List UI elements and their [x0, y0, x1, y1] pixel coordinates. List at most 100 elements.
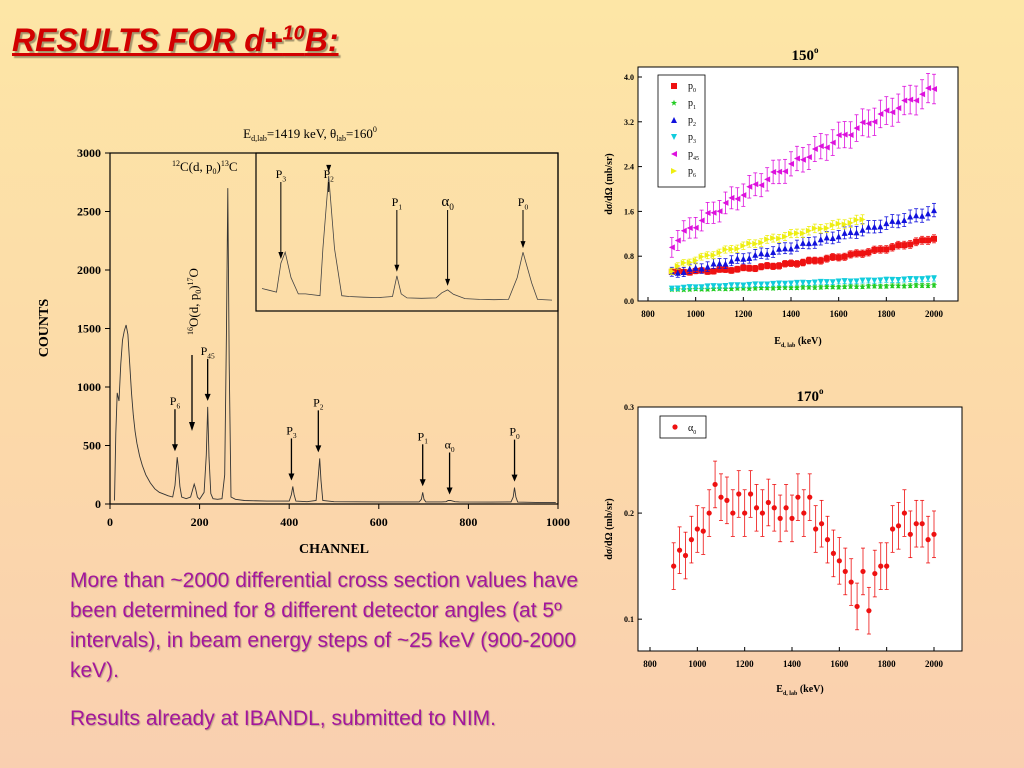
data-point: [835, 254, 842, 261]
spectrum-12C-label: 12C(d, p0)13C: [172, 159, 238, 176]
data-point: [692, 224, 699, 231]
data-point: [671, 563, 677, 569]
ytick-label: 0.0: [624, 297, 634, 306]
data-point: [807, 494, 813, 500]
data-point: [813, 526, 819, 532]
data-point: [865, 249, 872, 256]
series-p2: [668, 202, 937, 278]
data-point: [734, 195, 741, 202]
legend-marker: [671, 117, 677, 123]
data-point: [913, 238, 920, 245]
body-paragraph-2: Results already at IBANDL, submitted to …: [70, 707, 496, 730]
data-point: [752, 281, 759, 288]
data-point: [680, 259, 687, 266]
data-point: [913, 521, 919, 527]
spectrum-peak-arrowhead: [171, 444, 178, 452]
data-point: [853, 229, 860, 236]
data-point: [919, 521, 925, 527]
data-point: [930, 281, 938, 288]
spectrum-ylabel: COUNTS: [37, 299, 52, 358]
data-point: [805, 240, 812, 247]
ytick-label: 0.8: [624, 252, 634, 261]
data-point: [919, 237, 926, 244]
data-point: [776, 168, 783, 175]
spectrum-xtick-label: 1000: [546, 515, 570, 529]
data-point: [668, 268, 675, 275]
data-point: [829, 283, 836, 290]
spectrum-ytick-label: 2500: [77, 205, 101, 219]
data-point: [718, 494, 724, 500]
data-point: [740, 242, 747, 249]
data-point: [771, 505, 777, 511]
data-point: [704, 263, 711, 270]
spectrum-xtick-label: 800: [459, 515, 477, 529]
data-point: [823, 234, 830, 241]
data-point: [783, 505, 789, 511]
data-point: [883, 283, 890, 289]
spectrum-peak-arrowhead: [511, 474, 518, 482]
data-point: [716, 266, 723, 273]
data-point: [740, 264, 747, 271]
data-point: [805, 257, 812, 264]
data-point: [847, 283, 854, 290]
data-point: [799, 230, 806, 237]
spectrum-inset-line: [261, 175, 553, 301]
data-point: [889, 276, 896, 283]
spectrum-inset-label: P1: [392, 195, 403, 211]
ytick-label: 4.0: [624, 73, 634, 82]
data-point: [811, 257, 818, 264]
chart-title: 170o: [797, 386, 825, 405]
data-point: [686, 224, 693, 231]
legend-label: p3: [688, 132, 696, 145]
data-point: [878, 563, 884, 569]
data-point: [859, 216, 866, 223]
data-point: [853, 125, 860, 132]
data-point: [793, 284, 801, 291]
spectrum-inset-label: P0: [518, 195, 529, 211]
data-point: [736, 491, 742, 497]
data-point: [853, 283, 860, 290]
data-point: [765, 499, 771, 506]
data-point: [674, 269, 681, 276]
data-point: [686, 265, 693, 272]
data-point: [883, 276, 890, 283]
data-point: [889, 282, 896, 289]
data-point: [859, 277, 866, 284]
ylabel: dσ/dΩ (mb/sr): [604, 498, 615, 560]
data-point: [805, 154, 812, 161]
data-point: [788, 245, 794, 252]
spectrum-peak-arrowhead: [288, 473, 295, 481]
data-point: [746, 281, 753, 288]
data-point: [865, 283, 872, 289]
body-paragraph-1: More than ~2000 differential cross secti…: [70, 569, 578, 682]
data-point: [811, 284, 818, 291]
data-point: [895, 242, 902, 249]
data-point: [753, 505, 760, 511]
data-point: [722, 266, 729, 273]
data-point: [895, 282, 902, 289]
data-point: [775, 284, 783, 291]
xlabel: Ed, lab (keV): [774, 336, 821, 349]
data-point: [848, 579, 854, 585]
legend-marker: [670, 99, 678, 106]
data-point: [901, 242, 908, 249]
data-point: [692, 264, 699, 271]
data-point: [746, 265, 753, 272]
data-point: [758, 250, 765, 257]
data-point: [931, 235, 937, 242]
data-point: [793, 260, 800, 267]
data-point: [776, 235, 783, 242]
data-point: [889, 109, 896, 116]
data-point: [818, 521, 825, 527]
data-point: [919, 91, 926, 98]
data-point: [758, 281, 765, 288]
data-point: [742, 510, 748, 516]
legend-box: [657, 74, 706, 188]
spectrum-xtick-label: 200: [191, 515, 209, 529]
data-point: [686, 259, 693, 266]
data-point: [734, 255, 741, 262]
xtick-label: 1800: [877, 309, 896, 319]
data-point: [710, 260, 717, 267]
ytick-label: 0.3: [624, 403, 634, 412]
